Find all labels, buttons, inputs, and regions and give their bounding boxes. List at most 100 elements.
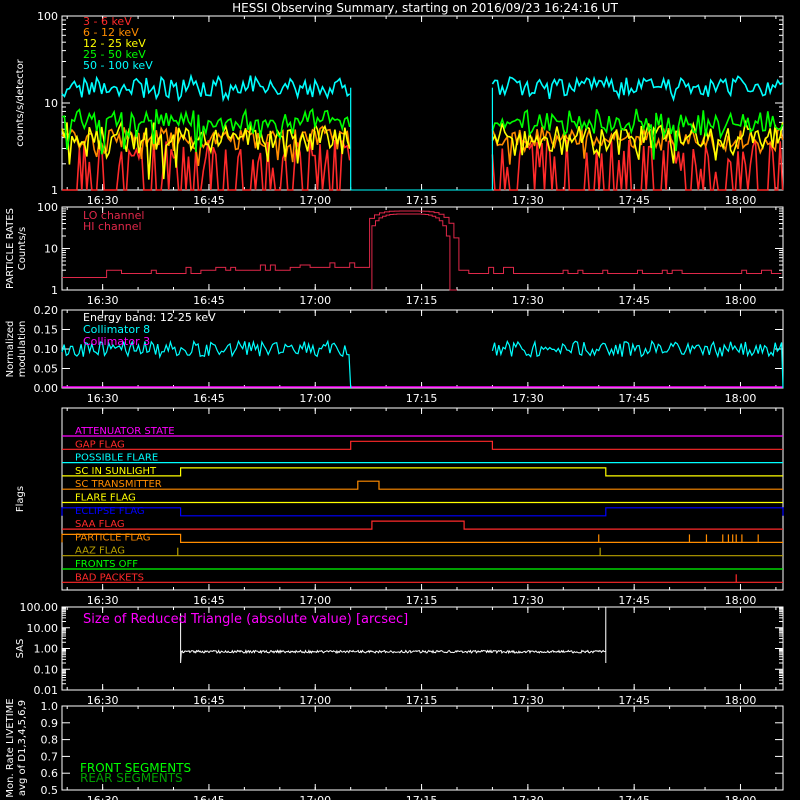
- y-tick-label: 0.10: [34, 343, 59, 356]
- series-hi-channel-trace: [371, 213, 457, 291]
- x-tick-label: 18:00: [725, 694, 757, 707]
- legend-entry: FRONT SEGMENTS: [80, 761, 191, 775]
- y-axis-label: Normalized: [5, 321, 16, 378]
- flag-label: ECLIPSE FLAG: [75, 506, 145, 517]
- x-tick-label: 17:30: [512, 294, 544, 307]
- x-tick-label: 18:00: [725, 794, 757, 800]
- y-tick-label: 0.05: [34, 363, 59, 376]
- legend-entry: REAR SEGMENTS: [80, 771, 183, 785]
- x-tick-label: 17:45: [618, 694, 650, 707]
- legend-entry: 6 - 12 keV: [83, 26, 139, 39]
- legend-entry: Collimator 8: [83, 323, 150, 336]
- series-green-trace: [61, 107, 784, 160]
- flag-trace: [62, 467, 783, 477]
- x-tick-label: 16:30: [87, 294, 119, 307]
- x-tick-label: 17:00: [299, 294, 331, 307]
- x-tick-label: 17:00: [299, 694, 331, 707]
- y-tick-label: 1: [51, 184, 58, 197]
- x-tick-label: 17:30: [512, 794, 544, 800]
- y-tick-label: 0.6: [41, 767, 59, 780]
- x-tick-label: 17:00: [299, 392, 331, 405]
- x-tick-label: 16:45: [193, 794, 225, 800]
- y-tick-label: 10: [44, 243, 58, 256]
- legend-entry: 25 - 50 keV: [83, 48, 146, 61]
- panel-frame-4: [61, 407, 784, 591]
- x-tick-label: 17:45: [618, 794, 650, 800]
- x-tick-label: 17:00: [299, 194, 331, 207]
- x-tick-label: 18:00: [725, 594, 757, 607]
- x-tick-label: 17:15: [406, 794, 438, 800]
- y-axis-label: Mon. Rate LIVETIME: [5, 698, 16, 797]
- y-axis-label: SAS: [15, 639, 26, 659]
- flag-label: SC TRANSMITTER: [75, 479, 162, 490]
- legend-entry: LO channel: [83, 209, 144, 222]
- y-axis-label: counts/s/detector: [15, 58, 26, 146]
- flag-label: POSSIBLE FLARE: [75, 453, 158, 464]
- flag-trace: [61, 507, 784, 517]
- y-tick-label: 1: [51, 284, 58, 297]
- y-tick-label: 100.00: [20, 601, 59, 614]
- x-tick-label: 16:45: [193, 694, 225, 707]
- x-tick-label: 17:30: [512, 194, 544, 207]
- x-tick-label: 17:00: [299, 794, 331, 800]
- flag-label: BAD PACKETS: [75, 572, 144, 583]
- x-tick-label: 16:30: [87, 392, 119, 405]
- x-tick-label: 16:30: [87, 194, 119, 207]
- legend-entry: 50 - 100 keV: [83, 59, 153, 72]
- flag-trace: [62, 440, 783, 450]
- series-collimator-8-trace: [61, 339, 784, 389]
- flag-trace: [61, 533, 783, 543]
- y-tick-label: 10.00: [27, 622, 59, 635]
- y-tick-label: 0.20: [34, 304, 59, 317]
- x-tick-label: 17:15: [406, 694, 438, 707]
- legend-entry: 12 - 25 keV: [83, 37, 146, 50]
- chart-title: HESSI Observing Summary, starting on 201…: [232, 1, 618, 15]
- x-tick-label: 17:30: [512, 594, 544, 607]
- y-tick-label: 0.5: [41, 784, 59, 797]
- x-tick-label: 17:45: [618, 194, 650, 207]
- energy-band-label: Energy band: 12-25 keV: [83, 311, 216, 324]
- flag-trace: [62, 520, 783, 530]
- y-axis-label: modulation: [17, 321, 28, 378]
- x-tick-label: 17:30: [512, 392, 544, 405]
- x-tick-label: 16:45: [193, 392, 225, 405]
- x-tick-label: 16:30: [87, 794, 119, 800]
- x-tick-label: 16:45: [193, 294, 225, 307]
- flag-label: FRONTS OFF: [75, 559, 138, 570]
- x-tick-label: 18:00: [725, 392, 757, 405]
- panel-frame-6: [61, 705, 784, 791]
- flag-trace: [62, 480, 783, 490]
- x-tick-label: 16:30: [87, 694, 119, 707]
- series-lo-channel-trace: [62, 210, 782, 278]
- y-axis-label: Counts/s: [17, 227, 28, 271]
- flag-label: AAZ FLAG: [75, 546, 125, 557]
- x-tick-label: 17:00: [299, 594, 331, 607]
- y-tick-label: 0.01: [34, 684, 59, 697]
- x-tick-label: 18:00: [725, 294, 757, 307]
- legend-entry: HI channel: [83, 220, 142, 233]
- y-tick-label: 1.00: [34, 643, 59, 656]
- x-tick-label: 17:15: [406, 294, 438, 307]
- series-yellow-trace: [61, 119, 784, 180]
- y-tick-label: 0.7: [41, 750, 59, 763]
- y-tick-label: 100: [37, 10, 58, 23]
- series-triangle-size-trace: [180, 607, 607, 664]
- flag-label: PARTICLE FLAG: [75, 532, 151, 543]
- x-tick-label: 18:00: [725, 194, 757, 207]
- legend-entry: 3 - 6 keV: [83, 15, 132, 28]
- x-tick-label: 17:45: [618, 294, 650, 307]
- y-tick-label: 0.9: [41, 717, 59, 730]
- y-tick-label: 0.8: [41, 734, 59, 747]
- y-tick-label: 1.0: [41, 700, 59, 713]
- x-tick-label: 16:45: [193, 594, 225, 607]
- flag-label: SC IN SUNLIGHT: [75, 466, 157, 477]
- y-axis-label: avg of D1,3,4,5,6,9: [17, 700, 28, 796]
- x-tick-label: 17:45: [618, 392, 650, 405]
- x-tick-label: 17:30: [512, 694, 544, 707]
- y-axis-label: Flags: [15, 486, 26, 512]
- x-tick-label: 17:15: [406, 594, 438, 607]
- sas-annotation: Size of Reduced Triangle (absolute value…: [83, 612, 408, 627]
- x-tick-label: 17:45: [618, 594, 650, 607]
- legend-entry: Collimator 3: [83, 335, 150, 348]
